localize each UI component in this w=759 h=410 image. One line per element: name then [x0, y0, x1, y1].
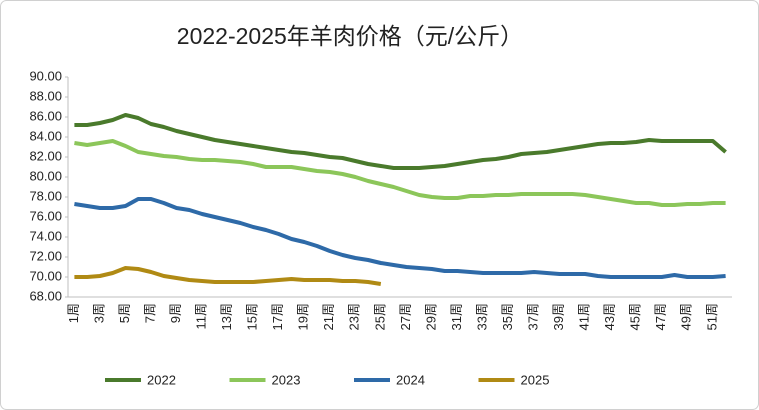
legend-label: 2024 — [396, 372, 425, 387]
series-line — [74, 266, 382, 286]
x-tick-label: 7周 — [142, 303, 157, 323]
x-tick-label: 17周 — [270, 303, 285, 330]
y-tick-label: 84.00 — [29, 128, 62, 143]
y-tick-label: 90.00 — [29, 68, 62, 83]
chart-title: 2022-2025年羊肉价格（元/公斤） — [177, 23, 523, 49]
x-tick-label: 11周 — [194, 303, 209, 330]
y-tick-label: 68.00 — [29, 288, 62, 303]
x-tick-label: 35周 — [500, 303, 515, 330]
x-tick-label: 45周 — [628, 303, 643, 330]
y-tick-label: 82.00 — [29, 148, 62, 163]
legend-label: 2022 — [147, 372, 176, 387]
legend-label: 2023 — [272, 372, 301, 387]
series-line — [74, 197, 726, 279]
x-tick-label: 3周 — [91, 303, 106, 323]
y-tick-label: 70.00 — [29, 268, 62, 283]
x-tick-label: 19周 — [296, 303, 311, 330]
x-tick-label: 41周 — [577, 303, 592, 330]
x-tick-label: 43周 — [602, 303, 617, 330]
x-tick-label: 23周 — [347, 303, 362, 330]
x-tick-label: 5周 — [117, 303, 132, 323]
y-tick-label: 76.00 — [29, 208, 62, 223]
y-tick-label: 78.00 — [29, 188, 62, 203]
x-tick-label: 21周 — [321, 303, 336, 330]
y-tick-label: 88.00 — [29, 88, 62, 103]
x-tick-label: 51周 — [704, 303, 719, 330]
x-tick-label: 29周 — [423, 303, 438, 330]
x-tick-label: 9周 — [168, 303, 183, 323]
x-tick-label: 15周 — [245, 303, 260, 330]
x-tick-label: 39周 — [551, 303, 566, 330]
x-tick-label: 25周 — [372, 303, 387, 330]
y-tick-label: 80.00 — [29, 168, 62, 183]
x-tick-label: 49周 — [679, 303, 694, 330]
x-tick-label: 27周 — [398, 303, 413, 330]
y-tick-label: 74.00 — [29, 228, 62, 243]
x-tick-label: 13周 — [219, 303, 234, 330]
x-tick-label: 33周 — [474, 303, 489, 330]
series-line — [74, 113, 727, 170]
x-tick-label: 37周 — [526, 303, 541, 330]
y-tick-label: 72.00 — [29, 248, 62, 263]
x-tick-label: 47周 — [653, 303, 668, 330]
legend-label: 2025 — [521, 372, 550, 387]
series-line — [74, 139, 726, 207]
x-tick-label: 1周 — [66, 303, 81, 323]
x-tick-label: 31周 — [449, 303, 464, 330]
y-tick-label: 86.00 — [29, 108, 62, 123]
